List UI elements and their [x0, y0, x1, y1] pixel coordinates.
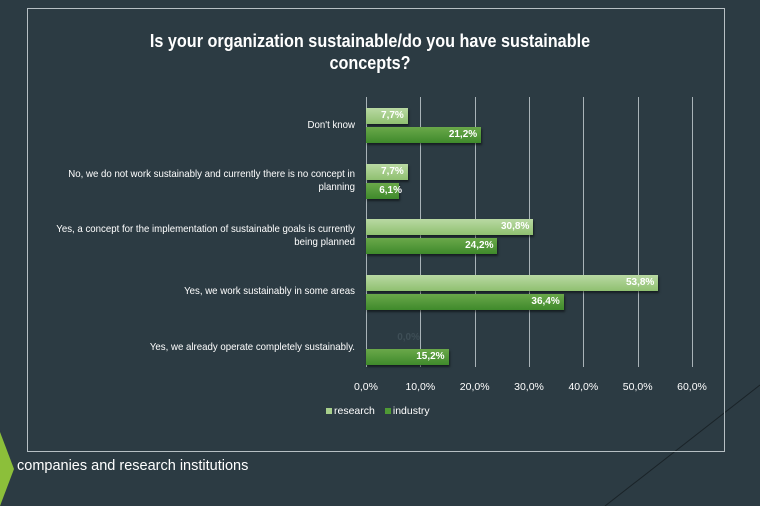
- category-label: No, we do not work sustainably and curre…: [68, 167, 356, 193]
- category-label: Yes, a concept for the implementation of…: [56, 223, 356, 248]
- bar-research: [366, 219, 534, 235]
- category-label: Yes, we work sustainably in some areas: [184, 285, 355, 297]
- category-label: Yes, we already operate completely susta…: [149, 340, 355, 353]
- data-label-research: 7,7%: [381, 165, 404, 177]
- bar-industry: [366, 127, 482, 143]
- data-label-research: 0,0%: [397, 332, 420, 343]
- legend-label: industry: [392, 405, 430, 417]
- bar-research: [366, 163, 408, 180]
- gridline: [692, 97, 693, 367]
- x-tick-label: 60,0%: [677, 381, 707, 393]
- data-label-industry: 24,2%: [465, 240, 494, 251]
- x-tick-label: 30,0%: [514, 381, 544, 393]
- gridline: [637, 97, 639, 367]
- x-tick-label: 0,0%: [354, 381, 378, 393]
- x-tick-label: 10,0%: [405, 381, 436, 393]
- legend-swatch: [326, 408, 332, 414]
- bar-research: [366, 274, 659, 291]
- legend-item-research: research: [326, 405, 375, 417]
- bar-industry: [366, 238, 498, 254]
- data-label-industry: 36,4%: [531, 295, 560, 307]
- chart-title: Is your organization sustainable/do you …: [149, 31, 591, 73]
- bar-research: [366, 108, 408, 124]
- data-label-research: 30,8%: [500, 221, 530, 232]
- data-label-research: 7,7%: [381, 110, 404, 121]
- gridline: [583, 97, 585, 367]
- bar-industry: [366, 293, 564, 310]
- legend-item-industry: industry: [384, 405, 430, 417]
- x-tick-label: 40,0%: [568, 381, 599, 393]
- data-label-industry: 15,2%: [416, 351, 445, 362]
- accent-triangle: [0, 432, 14, 506]
- legend-label: research: [334, 405, 375, 417]
- data-label-research: 53,8%: [625, 276, 655, 288]
- bar-industry: [366, 349, 449, 365]
- chart-frame: [27, 8, 725, 452]
- data-label-industry: 21,2%: [448, 129, 478, 140]
- x-tick-label: 50,0%: [622, 381, 653, 393]
- bar-industry: [366, 182, 400, 199]
- caption: companies and research institutions: [17, 458, 249, 474]
- data-label-industry: 6,1%: [379, 184, 402, 196]
- legend-swatch: [384, 408, 391, 414]
- legend: research industry: [326, 405, 430, 417]
- x-tick-label: 20,0%: [459, 381, 490, 393]
- category-label: Don't know: [307, 118, 355, 131]
